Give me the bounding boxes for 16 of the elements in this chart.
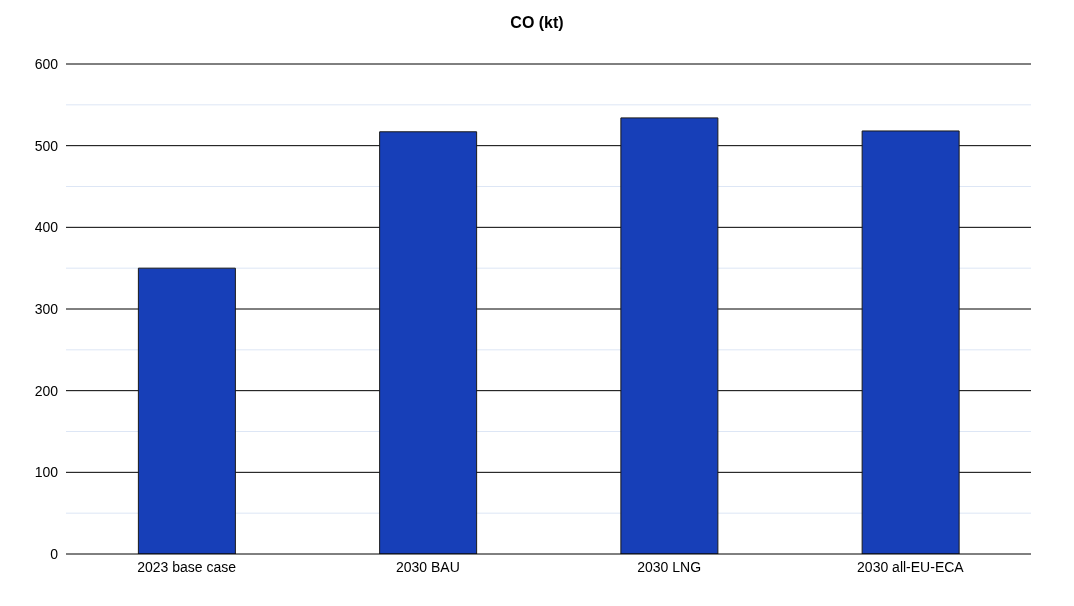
x-tick-label: 2030 BAU	[395, 558, 460, 575]
y-tick-label: 400	[34, 219, 59, 236]
y-tick-label: 500	[34, 137, 59, 154]
bar	[379, 131, 478, 554]
y-tick-label: 300	[34, 300, 59, 317]
bar	[861, 130, 960, 554]
x-tick-label: 2030 all-EU-ECA	[857, 558, 965, 575]
chart-title: CO (kt)	[509, 14, 565, 33]
bar	[137, 267, 236, 554]
y-tick-label: 200	[34, 382, 59, 399]
y-tick-label: 0	[50, 545, 59, 562]
y-tick-label: 100	[34, 464, 59, 481]
x-tick-label: 2030 LNG	[637, 558, 702, 575]
x-tick-label: 2023 base case	[137, 558, 237, 575]
bar	[620, 117, 719, 554]
y-tick-label: 600	[34, 55, 59, 72]
